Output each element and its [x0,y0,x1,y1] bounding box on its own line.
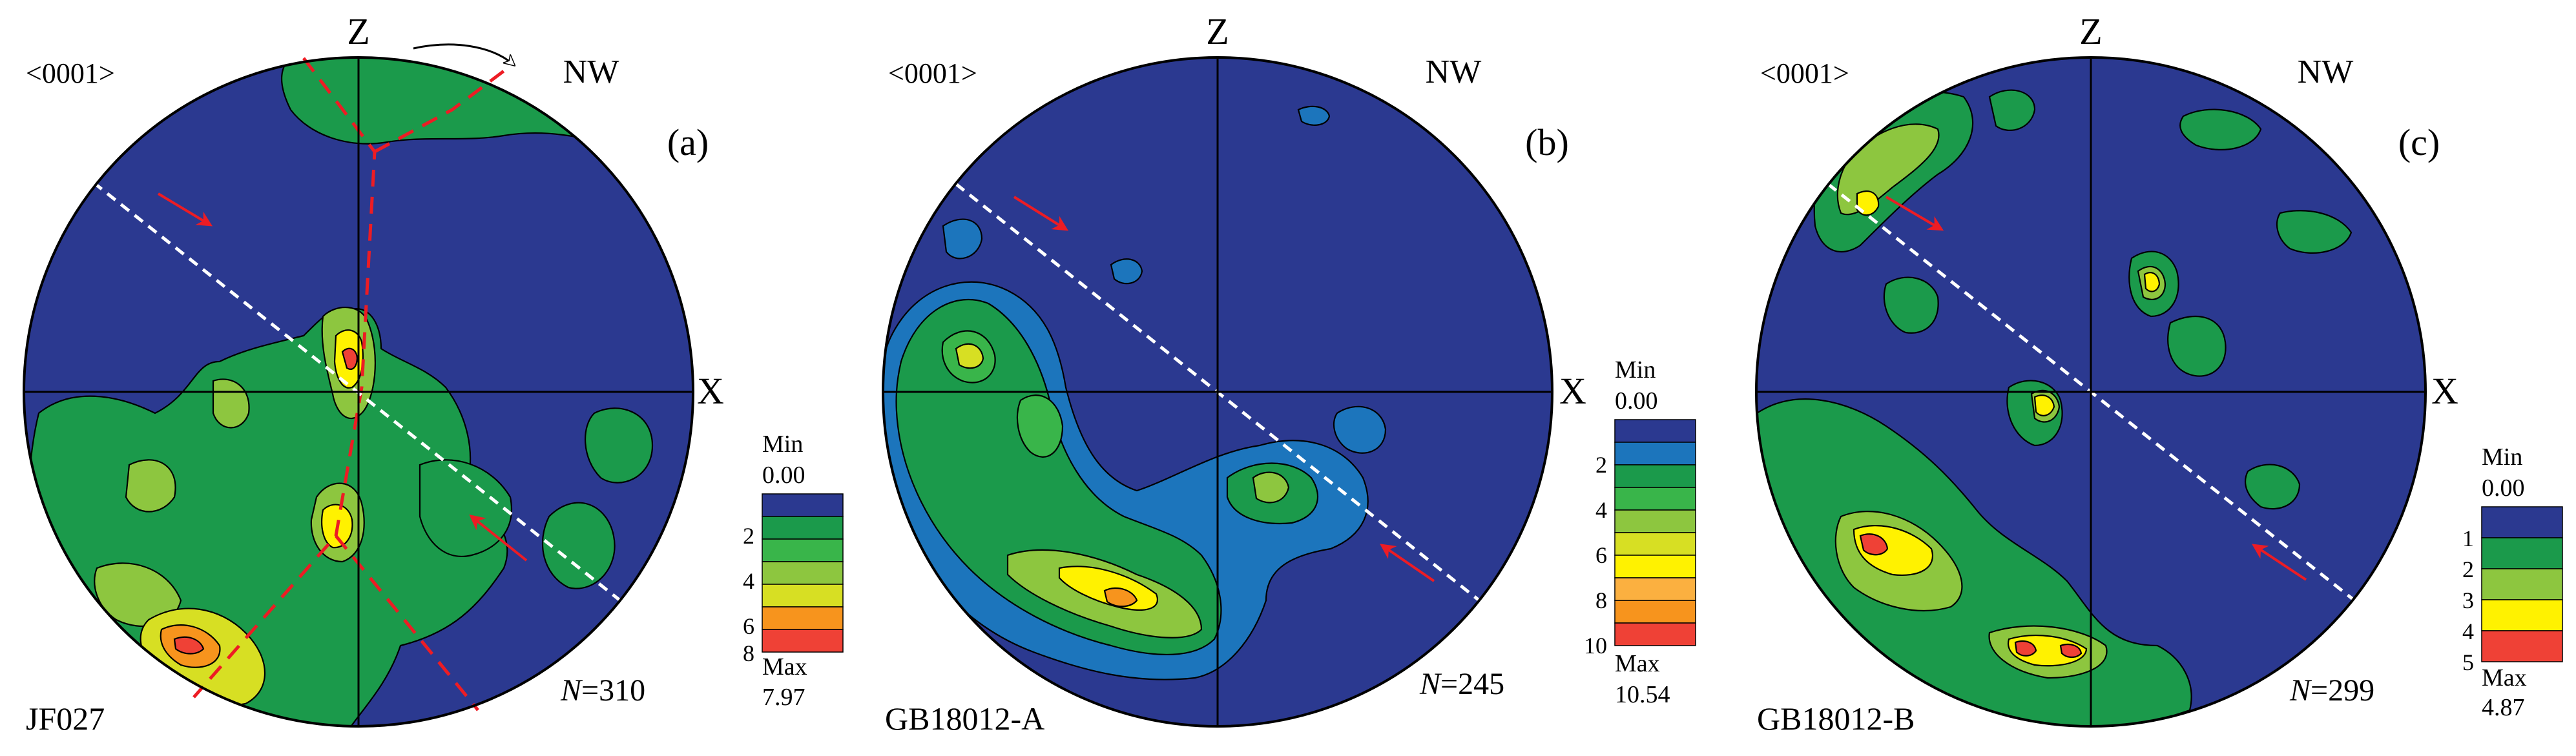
legend-a-tick-4: 8 [743,640,754,666]
legend-c-tick-3: 3 [2462,587,2474,613]
panel-label-c: (c) [2398,121,2440,163]
legend-b: Min 0.00 2 4 6 8 10 Max 10.54 [1584,356,1696,708]
legend-a-band-5 [762,584,844,608]
legend-a-colorbar [762,493,844,653]
stereonet-a-outline [23,56,694,728]
legend-a-band-2 [762,516,844,540]
legend-c-min-label: Min [2482,444,2522,471]
crystal-axis-label-a: <0001> [26,57,115,89]
sample-label-b: GB18012-A [885,700,1044,737]
legend-c-band-2 [2481,537,2563,569]
legend-c-tick-1: 1 [2462,526,2474,551]
legend-c-max-value: 4.87 [2482,694,2525,721]
legend-a-max-label: Max [762,653,807,680]
direction-label-a: NW [563,54,619,90]
legend-c: Min 0.00 1 2 3 4 5 Max 4.87 [2462,444,2563,721]
legend-b-band-10 [1614,622,1696,646]
legend-b-band-5 [1614,509,1696,533]
legend-c-band-5 [2481,630,2563,662]
density-contours-a [27,57,654,726]
crystal-axis-label-b: <0001> [888,57,977,89]
axis-x-label-c: X [2431,370,2458,412]
legend-c-band-3 [2481,568,2563,600]
legend-b-tick-3: 6 [1595,542,1607,568]
shear-arrow-a-top [413,43,514,65]
legend-a: Min 0.00 2 4 6 8 Max 7.97 [743,431,844,711]
shear-arrow-c-lower [2251,544,2307,581]
axis-z-label-a: Z [347,10,369,52]
direction-label-c: NW [2298,54,2354,90]
legend-b-band-9 [1614,600,1696,624]
legend-a-tick-2: 4 [743,568,754,594]
shear-arrow-a-upper [157,192,213,227]
panel-c: <0001> Z NW (c) X GB18012-B N=299 Min 0.… [1755,10,2563,737]
shear-arrow-b-lower [1380,544,1435,582]
legend-b-band-1 [1614,419,1696,443]
legend-a-band-7 [762,629,844,653]
legend-a-tick-1: 2 [743,523,754,549]
legend-b-colorbar [1614,419,1696,646]
legend-b-band-6 [1614,532,1696,556]
axis-z-label-b: Z [1206,10,1229,52]
shear-arrow-a-lower [469,515,528,562]
legend-c-tick-5: 5 [2462,649,2474,675]
legend-a-band-6 [762,606,844,630]
legend-b-band-8 [1614,577,1696,601]
legend-b-tick-4: 8 [1595,587,1607,613]
legend-c-band-4 [2481,599,2563,631]
legend-c-min-value: 0.00 [2482,475,2525,502]
shear-arrow-b-upper [1013,196,1069,231]
legend-a-band-4 [762,561,844,585]
panel-label-b: (b) [1525,121,1569,163]
legend-a-tick-3: 6 [743,613,754,639]
direction-label-b: NW [1426,54,1482,90]
girdle-trace-a [192,57,505,711]
legend-b-max-label: Max [1615,650,1660,677]
panel-a: <0001> Z NW (a) X JF027 N=310 Min 0.00 2… [23,10,844,737]
n-count-a: N=310 [560,673,645,708]
panel-label-a: (a) [667,121,709,163]
legend-c-max-label: Max [2482,664,2527,691]
legend-b-band-7 [1614,555,1696,578]
stereonet-c-outline [1755,56,2427,728]
stereonet-b-outline [882,56,1553,728]
legend-b-tick-2: 4 [1595,497,1607,523]
legend-b-band-2 [1614,442,1696,465]
axis-x-label-a: X [697,370,724,412]
legend-a-min-value: 0.00 [762,462,805,489]
n-count-c: N=299 [2289,673,2374,708]
axis-x-label-b: X [1559,370,1586,412]
legend-b-max-value: 10.54 [1615,681,1670,708]
legend-b-band-4 [1614,487,1696,511]
legend-a-max-value: 7.97 [762,684,805,711]
density-contours-b [883,105,1387,680]
legend-b-min-label: Min [1615,356,1656,383]
legend-c-band-1 [2481,506,2563,538]
legend-a-band-1 [762,493,844,517]
legend-b-band-3 [1614,464,1696,488]
legend-c-colorbar [2481,506,2563,662]
n-count-b: N=245 [1419,667,1504,701]
crystal-axis-label-c: <0001> [1760,57,1849,89]
legend-a-band-3 [762,538,844,562]
legend-b-tick-1: 2 [1595,452,1607,478]
shear-arrow-c-upper [1885,196,1944,231]
legend-b-tick-5: 10 [1584,633,1607,659]
axis-z-label-c: Z [2079,10,2102,52]
legend-a-min-label: Min [762,431,803,458]
sample-label-c: GB18012-B [1757,700,1915,737]
sample-label-a: JF027 [26,700,105,737]
legend-b-min-value: 0.00 [1615,387,1658,414]
panel-b: <0001> Z NW (b) X GB18012-A N=245 Min 0.… [882,10,1696,737]
legend-c-tick-2: 2 [2462,557,2474,582]
legend-c-tick-4: 4 [2462,618,2474,644]
